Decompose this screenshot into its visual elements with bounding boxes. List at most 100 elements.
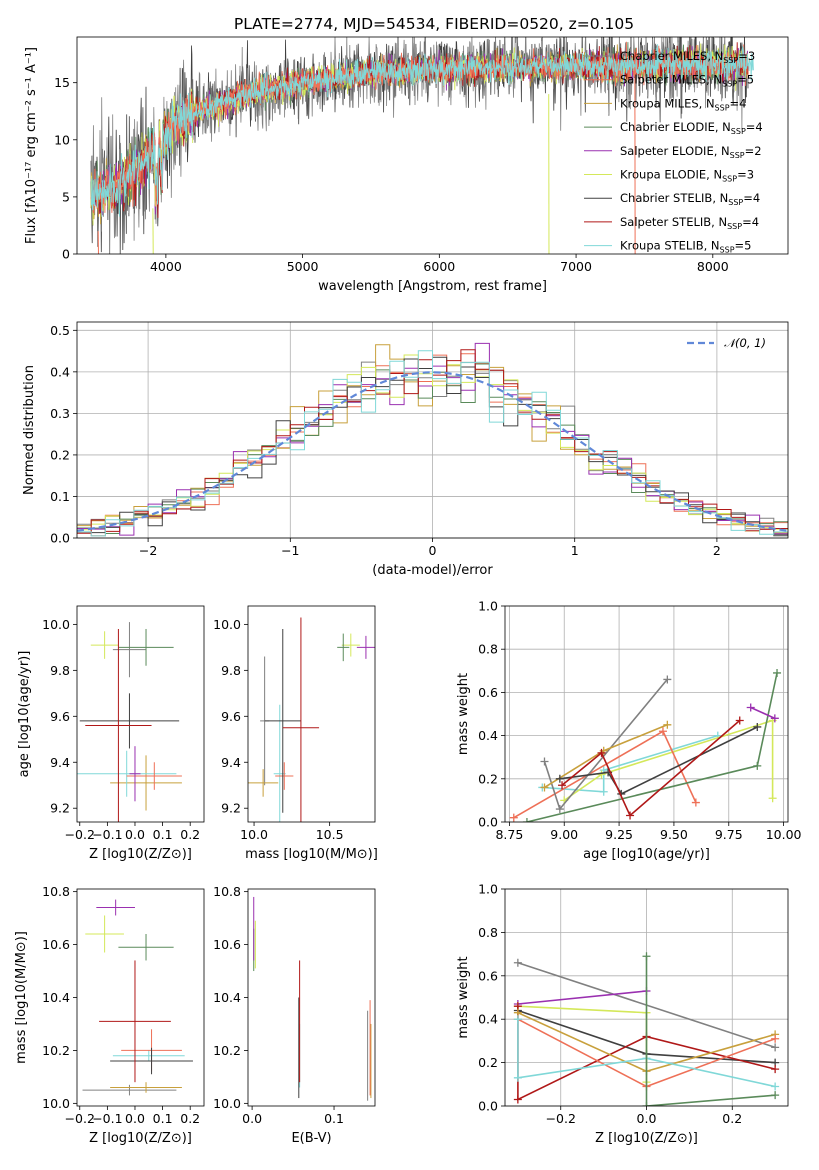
axes-frame — [504, 605, 789, 823]
mass-weight-marker — [597, 748, 606, 757]
figure-title: PLATE=2774, MJD=54534, FIBERID=0520, z=0… — [234, 15, 634, 33]
mass-vs-metallicity-axes: −0.2−0.1 0.0 0.1 0.2 10.0 10.2 10.4 10.6 10.8 Z [… — [14, 884, 205, 1146]
mass-weight-marker — [663, 675, 672, 684]
y-tick-label: 0.8 — [478, 925, 498, 940]
y-tick-label: 0.4 — [478, 1012, 498, 1027]
legend-count: =4 — [746, 120, 763, 134]
y-tick-label: 0.2 — [478, 1055, 498, 1070]
y-tick-label: 10.8 — [213, 884, 241, 899]
mass-weight-marker — [599, 787, 608, 796]
x-tick-label: 6000 — [423, 259, 455, 274]
y-tick-label: 9.4 — [50, 755, 70, 770]
x-axis-label: Z [log10(Z/Z⊙)] — [89, 847, 192, 862]
legend-count: =5 — [737, 73, 754, 87]
mass-weight-marker — [771, 1043, 780, 1052]
mass-weight-marker — [768, 794, 777, 803]
y-tick-label: 9.2 — [221, 801, 241, 816]
y-tick-label: 10.2 — [42, 1043, 70, 1058]
plot-area — [90, 37, 754, 254]
mass-weight-marker — [642, 952, 651, 961]
y-tick-label: 10.0 — [213, 617, 241, 632]
legend-subscript: SSP — [715, 103, 730, 112]
legend-count: =4 — [742, 215, 759, 229]
legend-subscript: SSP — [731, 127, 746, 136]
y-tick-label: 0.0 — [50, 531, 70, 546]
x-tick-label: 9.75 — [715, 827, 743, 842]
legend-subscript: SSP — [722, 175, 737, 184]
legend-label: Salpeter STELIB, NSSP=4 — [620, 215, 759, 231]
mass-weight-line — [561, 719, 741, 817]
legend-subscript: SSP — [723, 56, 738, 65]
plot-area — [509, 668, 782, 822]
mass-weight-marker — [771, 1034, 780, 1043]
mass-weight-line — [645, 956, 776, 1106]
mass-weight-marker — [753, 761, 762, 770]
y-tick-label: 9.4 — [221, 755, 241, 770]
y-tick-label: 0.0 — [478, 1099, 498, 1114]
x-tick-label: 10.00 — [766, 827, 802, 842]
legend-name: Salpeter STELIB, N — [620, 215, 727, 229]
x-tick-label: 0.1 — [153, 827, 173, 842]
x-axis-label: (data-model)/error — [372, 563, 493, 578]
x-tick-label: −0.2 — [65, 827, 95, 842]
legend-label: Salpeter ELODIE, NSSP=2 — [620, 144, 762, 160]
spectrum-line — [90, 44, 754, 217]
mass-weight-marker — [753, 722, 762, 731]
y-tick-label: 5 — [62, 189, 70, 204]
y-tick-label: 0.6 — [478, 968, 498, 983]
y-tick-label: 1.0 — [478, 599, 498, 614]
x-axis-label: Z [log10(Z/Z⊙)] — [89, 1131, 192, 1146]
x-tick-label: 0.0 — [125, 827, 145, 842]
x-tick-label: 0.2 — [180, 827, 200, 842]
mass-weight-marker — [626, 811, 635, 820]
y-tick-label: 9.2 — [50, 801, 70, 816]
mass-weight-marker — [540, 783, 549, 792]
mass-weight-marker — [513, 1095, 522, 1104]
plot-area — [248, 617, 375, 822]
legend-label: Chabrier ELODIE, NSSP=4 — [620, 120, 763, 136]
legend-subscript: SSP — [722, 80, 737, 89]
x-axis-label: Z [log10(Z/Z⊙)] — [595, 1131, 698, 1146]
mass-weight-marker — [509, 813, 518, 822]
legend-label: Chabrier STELIB, NSSP=4 — [620, 191, 760, 207]
mass-weight-line — [563, 719, 774, 802]
mass-weight-marker — [513, 1073, 522, 1082]
residuals-axes: −2 −1 0 1 2 0.0 0.1 0.2 0.3 0.4 0.5 (data-model)/er… — [22, 321, 789, 578]
y-tick-label: 0.8 — [478, 642, 498, 657]
mass-weight-marker — [522, 818, 531, 822]
legend-subscript: SSP — [727, 222, 742, 231]
y-axis-label: mass weight — [456, 673, 471, 755]
massweight-vs-metallicity-axes: −0.2 0.0 0.2 0.0 0.2 0.4 0.6 0.8 1.0 Z [log10(Z/Z… — [456, 882, 789, 1146]
x-tick-label: −0.2 — [65, 1111, 95, 1126]
legend-label: 𝒩(0, 1) — [724, 336, 766, 350]
y-tick-label: 10.4 — [42, 990, 70, 1005]
x-tick-label: 8000 — [697, 259, 729, 274]
x-tick-label: 0.1 — [324, 1111, 344, 1126]
axes-frame — [247, 888, 376, 1107]
x-tick-label: 0.2 — [180, 1111, 200, 1126]
x-tick-label: 0.1 — [153, 1111, 173, 1126]
x-tick-label: 0.0 — [637, 1111, 657, 1126]
x-tick-label: 0.0 — [242, 1111, 262, 1126]
plot-area — [82, 899, 193, 1096]
legend-count: =4 — [743, 191, 760, 205]
residual-histogram — [77, 354, 788, 532]
x-tick-label: −1 — [281, 543, 299, 558]
y-tick-label: 10.0 — [213, 1096, 241, 1111]
mass-weight-marker — [771, 1091, 780, 1100]
x-tick-label: −2 — [139, 543, 157, 558]
x-tick-label: 0.2 — [722, 1111, 742, 1126]
axes-frame — [76, 36, 789, 255]
mass-weight-line — [517, 990, 647, 1005]
y-tick-label: 9.8 — [221, 663, 241, 678]
y-axis-label: Flux [fλ10⁻¹⁷ erg cm⁻² s⁻¹ A⁻¹] — [24, 47, 39, 244]
y-tick-label: 10.4 — [213, 990, 241, 1005]
x-tick-label: 8.75 — [495, 827, 523, 842]
mass-weight-marker — [770, 714, 779, 723]
y-tick-label: 9.8 — [50, 663, 70, 678]
plot-area — [77, 342, 788, 537]
massweight-vs-age-axes: 8.75 9.00 9.25 9.50 9.75 10.00 0.0 0.2 0.4 0.6 0.8… — [456, 599, 802, 863]
y-tick-label: 0.6 — [478, 685, 498, 700]
